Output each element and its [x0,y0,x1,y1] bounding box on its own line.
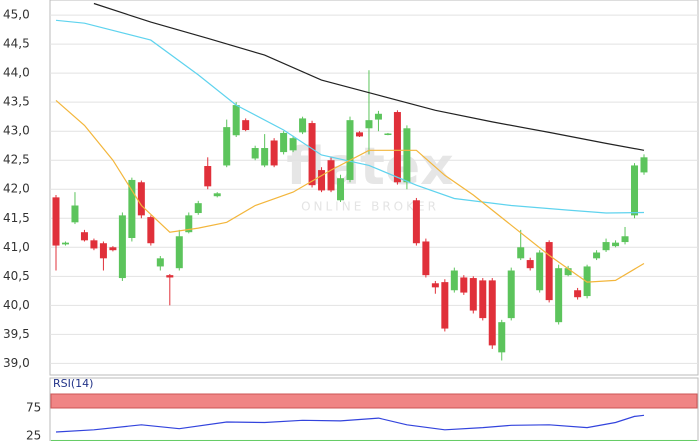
candle-body [289,138,297,151]
y-tick-label: 45,0 [3,8,30,22]
moving-average-line [55,99,645,283]
candle-body [365,120,373,129]
candle-body [270,140,278,166]
candle-body [583,266,591,297]
candle-body [185,215,193,233]
candle-body [90,240,98,249]
candle-body [507,270,515,319]
candle-body [118,215,126,279]
y-tick-label: 40,5 [3,269,30,283]
candle-body [384,133,392,136]
candle-body [175,236,183,269]
y-tick-label: 39,5 [3,327,30,341]
candle-body [431,283,439,288]
candle-body [612,242,620,247]
y-tick-label: 25 [26,428,41,441]
candle-body [80,232,88,241]
candle-body [337,178,345,201]
candle-body [517,247,525,259]
y-tick-label: 39,0 [3,356,30,370]
candle-body [99,243,107,259]
y-tick-label: 40,0 [3,298,30,312]
candle-body [621,236,629,243]
candle-body [280,132,288,153]
moving-average-line [55,19,645,214]
candle-body [166,275,174,278]
candle-body [403,128,411,183]
candle-body [460,277,468,293]
y-tick-label: 41,0 [3,240,30,254]
rsi-line [55,414,645,433]
candle-body [128,179,136,239]
candle-body [242,120,250,131]
y-tick-label: 42,0 [3,182,30,196]
candle-body [640,157,648,173]
rsi-frame [49,377,699,441]
candle-body [393,112,401,183]
candle-body [526,260,534,269]
candle-body [450,270,458,291]
y-tick-label: 44,5 [3,37,30,51]
y-tick-label: 75 [26,400,41,414]
candle-body [355,132,363,137]
candle-body [469,278,477,311]
candle-body [593,252,601,259]
candle-body [631,165,639,216]
rsi-title: RSI(14) [53,377,93,390]
oversold-band [51,439,697,441]
candle-body [374,113,382,120]
candle-body [308,123,316,186]
candle-body [574,290,582,298]
candle-body [602,242,610,251]
y-tick-label: 43,5 [3,95,30,109]
candle-body [545,242,553,301]
candle-body [412,200,420,244]
candle-body [564,268,572,276]
candle-body [327,160,335,191]
candle-body [109,247,117,251]
candle-body [194,203,202,214]
y-tick-label: 42,5 [3,153,30,167]
candle-body [232,105,240,136]
candle-body [555,268,563,323]
candle-body [147,217,155,244]
watermark-subtitle: ONLINE BROKER [301,200,439,214]
candle-body [318,170,326,191]
rsi-panel [50,393,698,441]
candle-body [261,148,269,166]
candle-body [204,166,212,187]
candle-body [61,242,69,245]
plot-frame [49,0,699,376]
candle-body [498,322,506,353]
candle-body [479,280,487,319]
candle-body [488,280,496,346]
candle-body [213,193,221,197]
y-tick-label: 44,0 [3,66,30,80]
candle-body [299,118,307,133]
candle-body [156,258,164,267]
candle-body [441,282,449,329]
candles [52,70,648,361]
candle-body [71,205,79,223]
candle-body [346,120,354,180]
candle-body [251,148,259,159]
candle-body [223,127,231,166]
candle-body [536,252,544,291]
y-tick-label: 43,0 [3,124,30,138]
y-tick-label: 41,5 [3,211,30,225]
candle-body [137,182,145,216]
moving-average-line [93,2,645,151]
candle-body [422,241,430,276]
candle-body [52,197,60,246]
overbought-band [50,393,698,409]
